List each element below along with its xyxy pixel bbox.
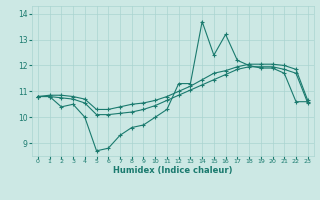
X-axis label: Humidex (Indice chaleur): Humidex (Indice chaleur)	[113, 166, 233, 175]
